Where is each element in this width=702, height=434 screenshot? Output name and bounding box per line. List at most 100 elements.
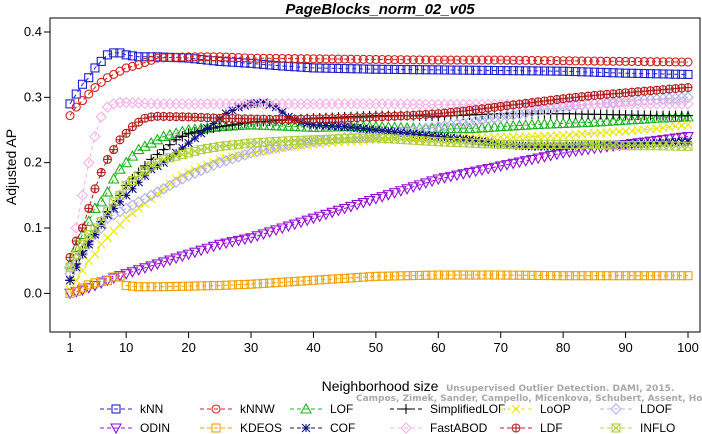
data-point (211, 404, 221, 414)
data-point (215, 280, 225, 291)
data-point (602, 271, 612, 281)
data-point (464, 65, 475, 75)
data-point (146, 282, 156, 292)
x-tick-label: 50 (369, 340, 383, 355)
data-point (152, 149, 163, 160)
data-point (346, 273, 356, 283)
data-point (533, 66, 543, 76)
data-point (202, 281, 212, 291)
data-point (645, 271, 656, 281)
x-tick-label: 20 (181, 340, 195, 355)
data-point (101, 101, 114, 113)
data-point (71, 286, 81, 296)
series-knn (65, 48, 693, 109)
data-point (377, 64, 387, 74)
data-point (201, 243, 214, 255)
data-point (65, 262, 75, 272)
data-point (664, 57, 674, 67)
data-point (494, 120, 507, 132)
data-point (577, 56, 587, 66)
data-point (215, 56, 225, 66)
series-knnw (65, 52, 693, 121)
data-point (433, 55, 443, 65)
data-point (357, 197, 370, 209)
data-point (596, 67, 606, 77)
data-point (658, 271, 668, 281)
data-point (127, 281, 137, 291)
data-point (521, 132, 531, 142)
data-point (245, 147, 257, 159)
data-point (65, 111, 75, 121)
data-point (195, 245, 208, 257)
data-point (538, 118, 551, 129)
data-point (282, 221, 295, 233)
data-point (238, 234, 251, 246)
data-point (107, 98, 120, 110)
data-point (76, 189, 89, 202)
data-point (320, 134, 332, 146)
data-point (134, 282, 144, 292)
data-point (494, 111, 507, 123)
data-point (657, 111, 669, 123)
data-point (550, 117, 563, 129)
data-point (644, 112, 657, 124)
data-point (365, 272, 375, 282)
data-point (177, 52, 187, 62)
data-point (78, 266, 87, 275)
data-point (619, 95, 632, 108)
data-point (170, 253, 183, 265)
data-point (171, 281, 181, 291)
data-point (571, 67, 581, 77)
data-point (627, 56, 637, 67)
legend-label: FastABOD (430, 421, 488, 434)
legend-item-ldf: LDF (500, 421, 563, 434)
data-point (552, 56, 562, 66)
data-point (157, 257, 170, 269)
data-point (246, 279, 256, 289)
data-point (533, 55, 543, 66)
data-point (482, 163, 495, 175)
data-point (469, 122, 482, 133)
data-point (427, 55, 437, 65)
data-point (184, 52, 194, 62)
data-point (184, 281, 194, 291)
data-point (263, 143, 276, 155)
data-point (421, 270, 431, 280)
data-point (477, 55, 487, 65)
data-point (71, 89, 81, 99)
data-point (633, 68, 643, 78)
data-point (458, 65, 468, 75)
x-tick-label: 30 (244, 340, 258, 355)
data-point (583, 271, 593, 281)
data-point (84, 89, 94, 99)
data-point (519, 156, 532, 167)
data-point (607, 96, 619, 109)
data-point (502, 132, 512, 142)
data-point (257, 229, 270, 241)
legend-label: ODIN (140, 421, 170, 434)
data-point (290, 276, 300, 286)
data-point (302, 62, 312, 73)
data-point (577, 67, 587, 77)
data-point (514, 66, 525, 76)
data-point (140, 57, 150, 68)
data-point (639, 271, 649, 281)
data-point (90, 184, 100, 194)
data-point (577, 271, 587, 281)
data-point (457, 122, 470, 134)
data-point (358, 54, 368, 64)
data-point (295, 120, 307, 132)
data-point (511, 404, 521, 414)
data-point (682, 131, 694, 143)
data-point (594, 115, 607, 127)
x-tick-label: 60 (431, 340, 445, 355)
data-point (683, 82, 693, 93)
data-point (213, 239, 226, 251)
x-tick-label: 10 (119, 340, 133, 355)
series-line (69, 137, 689, 268)
data-point (308, 275, 319, 285)
data-point (670, 57, 681, 67)
data-point (189, 167, 201, 179)
data-point (532, 105, 544, 117)
data-point (476, 165, 488, 176)
